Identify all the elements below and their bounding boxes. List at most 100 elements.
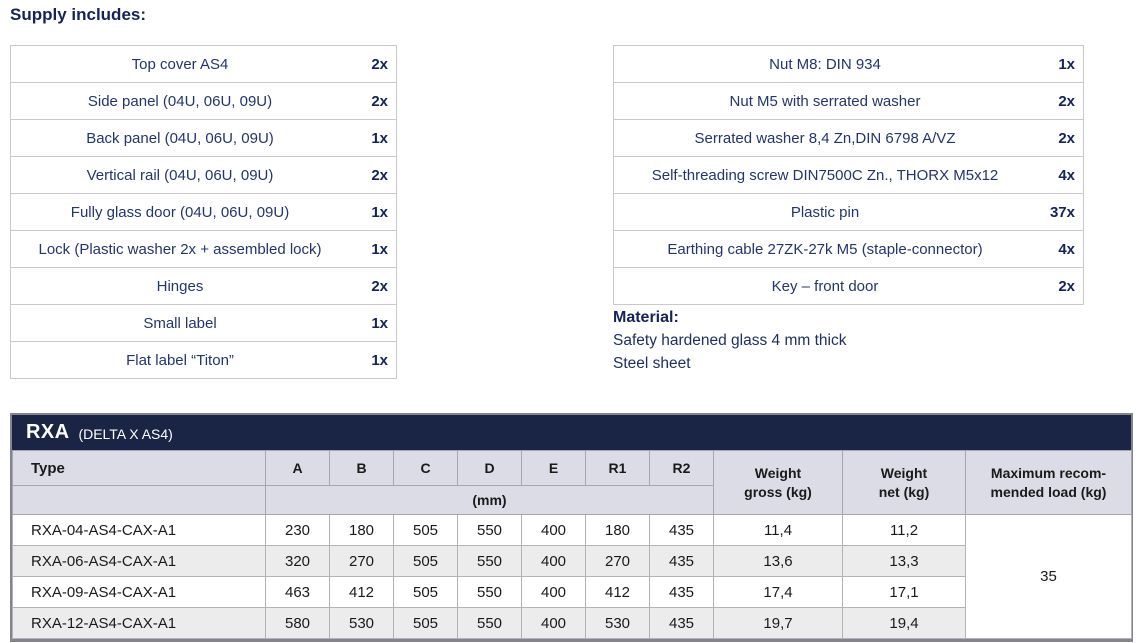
supply-item-label: Earthing cable 27ZK-27k M5 (staple-conne…: [613, 230, 1036, 268]
supply-row: Hinges 2x: [10, 267, 397, 305]
supply-item-qty: 2x: [1036, 82, 1084, 120]
supply-table-right: Nut M8: DIN 934 1x Nut M5 with serrated …: [613, 45, 1084, 305]
supply-item-qty: 37x: [1036, 193, 1084, 231]
col-header-d: D: [457, 450, 522, 486]
supply-row: Flat label “Titon” 1x: [10, 341, 397, 379]
dim-r1: 180: [585, 514, 650, 546]
max-load-value: 35: [965, 514, 1132, 639]
empty-type-cell: [12, 485, 266, 515]
spec-data-row: RXA-12-AS4-CAX-A1 580 530 505 550 400 53…: [12, 607, 1132, 639]
dim-r2: 435: [649, 576, 714, 608]
mm-units-label: (mm): [265, 485, 714, 515]
supply-item-label: Small label: [10, 304, 349, 342]
supply-item-qty: 1x: [349, 193, 397, 231]
supply-item-qty: 2x: [349, 45, 397, 83]
supply-row: Top cover AS4 2x: [10, 45, 397, 83]
dim-e: 400: [521, 607, 586, 639]
dim-d: 550: [457, 545, 522, 577]
dim-c: 505: [393, 607, 458, 639]
col-header-c: C: [393, 450, 458, 486]
weight-net: 13,3: [842, 545, 966, 577]
col-header-r2: R2: [649, 450, 714, 486]
supply-item-label: Hinges: [10, 267, 349, 305]
spec-data-row: RXA-09-AS4-CAX-A1 463 412 505 550 400 41…: [12, 576, 1132, 608]
supply-item-label: Nut M5 with serrated washer: [613, 82, 1036, 120]
supply-item-label: Fully glass door (04U, 06U, 09U): [10, 193, 349, 231]
supply-item-label: Flat label “Titon”: [10, 341, 349, 379]
weight-gross: 11,4: [713, 514, 843, 546]
supply-item-label: Side panel (04U, 06U, 09U): [10, 82, 349, 120]
supply-item-qty: 2x: [349, 156, 397, 194]
spec-header-row: Type A B C D E R1 R2 Weight gross (kg) W…: [12, 450, 1132, 515]
weight-net: 17,1: [842, 576, 966, 608]
supply-item-qty: 1x: [349, 304, 397, 342]
model-type: RXA-04-AS4-CAX-A1: [12, 514, 266, 546]
supply-item-qty: 2x: [1036, 119, 1084, 157]
supply-row: Earthing cable 27ZK-27k M5 (staple-conne…: [613, 230, 1084, 268]
col-header-b: B: [329, 450, 394, 486]
dim-c: 505: [393, 576, 458, 608]
supply-row: Vertical rail (04U, 06U, 09U) 2x: [10, 156, 397, 194]
dim-d: 550: [457, 576, 522, 608]
supply-row: Small label 1x: [10, 304, 397, 342]
supply-item-label: Key – front door: [613, 267, 1036, 305]
spec-data-row: RXA-06-AS4-CAX-A1 320 270 505 550 400 27…: [12, 545, 1132, 577]
supply-item-label: Serrated washer 8,4 Zn,DIN 6798 A/VZ: [613, 119, 1036, 157]
supply-item-label: Self-threading screw DIN7500C Zn., THORX…: [613, 156, 1036, 194]
material-heading: Material:: [613, 309, 679, 326]
model-type: RXA-12-AS4-CAX-A1: [12, 607, 266, 639]
dim-e: 400: [521, 545, 586, 577]
supply-row: Key – front door 2x: [613, 267, 1084, 305]
supply-item-qty: 1x: [349, 341, 397, 379]
dim-e: 400: [521, 514, 586, 546]
supply-item-qty: 1x: [349, 119, 397, 157]
supply-item-label: Plastic pin: [613, 193, 1036, 231]
weight-gross: 13,6: [713, 545, 843, 577]
series-name: RXA: [26, 421, 70, 443]
col-header-weight-net: Weight net (kg): [842, 450, 966, 515]
col-header-a: A: [265, 450, 330, 486]
col-header-max-load: Maximum recom- mended load (kg): [965, 450, 1132, 515]
supply-row: Lock (Plastic washer 2x + assembled lock…: [10, 230, 397, 268]
supply-table-left: Top cover AS4 2x Side panel (04U, 06U, 0…: [10, 45, 397, 379]
model-type: RXA-09-AS4-CAX-A1: [12, 576, 266, 608]
supply-item-label: Lock (Plastic washer 2x + assembled lock…: [10, 230, 349, 268]
dim-c: 505: [393, 545, 458, 577]
dim-b: 180: [329, 514, 394, 546]
weight-net: 19,4: [842, 607, 966, 639]
supply-item-qty: 4x: [1036, 156, 1084, 194]
supply-item-label: Vertical rail (04U, 06U, 09U): [10, 156, 349, 194]
col-header-r1: R1: [585, 450, 650, 486]
model-type: RXA-06-AS4-CAX-A1: [12, 545, 266, 577]
dim-a: 580: [265, 607, 330, 639]
supply-row: Fully glass door (04U, 06U, 09U) 1x: [10, 193, 397, 231]
weight-net: 11,2: [842, 514, 966, 546]
spec-data-row: RXA-04-AS4-CAX-A1 230 180 505 550 400 18…: [12, 514, 1132, 639]
col-header-weight-gross: Weight gross (kg): [713, 450, 843, 515]
dim-r2: 435: [649, 514, 714, 546]
dim-b: 530: [329, 607, 394, 639]
supply-item-qty: 2x: [349, 267, 397, 305]
dim-r1: 412: [585, 576, 650, 608]
material-line: Steel sheet: [613, 355, 691, 372]
supply-item-qty: 2x: [349, 82, 397, 120]
dim-a: 320: [265, 545, 330, 577]
supply-item-label: Back panel (04U, 06U, 09U): [10, 119, 349, 157]
supply-item-qty: 1x: [1036, 45, 1084, 83]
dim-b: 412: [329, 576, 394, 608]
supply-includes-heading: Supply includes:: [10, 5, 147, 24]
supply-row: Side panel (04U, 06U, 09U) 2x: [10, 82, 397, 120]
supply-item-qty: 4x: [1036, 230, 1084, 268]
dim-r1: 530: [585, 607, 650, 639]
dim-d: 550: [457, 607, 522, 639]
supply-row: Serrated washer 8,4 Zn,DIN 6798 A/VZ 2x: [613, 119, 1084, 157]
dim-c: 505: [393, 514, 458, 546]
supply-row: Plastic pin 37x: [613, 193, 1084, 231]
spec-table: Type A B C D E R1 R2 Weight gross (kg) W…: [12, 450, 1132, 639]
weight-gross: 17,4: [713, 576, 843, 608]
supply-item-label: Nut M8: DIN 934: [613, 45, 1036, 83]
material-line: Safety hardened glass 4 mm thick: [613, 332, 847, 349]
weight-gross: 19,7: [713, 607, 843, 639]
spec-table-section: RXA (DELTA X AS4) Type A B C D E R1 R2 W…: [10, 413, 1133, 642]
supply-row: Nut M8: DIN 934 1x: [613, 45, 1084, 83]
